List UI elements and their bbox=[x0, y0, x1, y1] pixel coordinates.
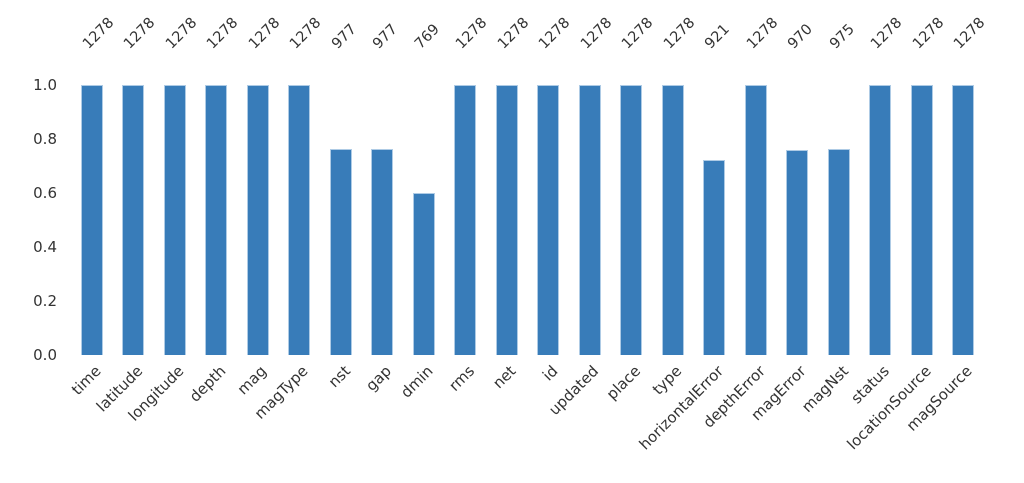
x-tick-label-nst: nst bbox=[324, 362, 354, 392]
bar-slot-magNst bbox=[818, 85, 860, 355]
bar-slot-magError bbox=[777, 85, 819, 355]
bar-type bbox=[661, 85, 684, 355]
count-label-place: 1278 bbox=[619, 14, 657, 53]
bar-slot-status bbox=[860, 85, 902, 355]
y-tick-label-0.0: 0.0 bbox=[33, 346, 57, 364]
bar-slot-updated bbox=[569, 85, 611, 355]
count-label-dmin: 769 bbox=[411, 21, 443, 53]
bar-rms bbox=[454, 85, 477, 355]
count-label-status: 1278 bbox=[868, 14, 906, 53]
x-tick-label-gap: gap bbox=[362, 362, 395, 395]
count-label-rms: 1278 bbox=[453, 14, 491, 53]
x-axis-labels: time latitude longitude depth mag magType nst g… bbox=[67, 362, 984, 483]
bar-gap bbox=[371, 148, 394, 355]
count-label-gap: 977 bbox=[370, 21, 402, 53]
bar-magError bbox=[786, 150, 809, 355]
count-label-type: 1278 bbox=[660, 14, 699, 53]
bar-slot-mag bbox=[237, 85, 279, 355]
x-tick-label-dmin: dmin bbox=[397, 362, 437, 402]
y-tick-label-0.6: 0.6 bbox=[33, 184, 57, 202]
count-label-magSource: 1278 bbox=[951, 14, 989, 53]
bar-slot-nst bbox=[320, 85, 362, 355]
bar-nst bbox=[329, 148, 352, 355]
x-tick-label-net: net bbox=[489, 362, 520, 393]
bar-slot-type bbox=[652, 85, 694, 355]
bar-slot-longitude bbox=[154, 85, 196, 355]
count-label-updated: 1278 bbox=[577, 14, 616, 53]
plot-area bbox=[71, 85, 984, 355]
bar-id bbox=[537, 85, 560, 355]
bar-net bbox=[495, 85, 518, 355]
count-label-time: 1278 bbox=[79, 14, 118, 53]
bar-magType bbox=[288, 85, 311, 355]
count-label-mag: 1278 bbox=[245, 14, 284, 53]
bar-depth bbox=[205, 85, 228, 355]
x-tick-label-place: place bbox=[602, 362, 644, 404]
bar-slot-depthError bbox=[735, 85, 777, 355]
y-tick-label-1.0: 1.0 bbox=[33, 76, 57, 94]
x-tick-label-rms: rms bbox=[445, 362, 478, 395]
count-label-id: 1278 bbox=[536, 14, 574, 53]
bar-magNst bbox=[827, 149, 850, 355]
count-label-horizontalError: 921 bbox=[702, 21, 734, 53]
count-label-depth: 1278 bbox=[204, 14, 242, 53]
bar-status bbox=[869, 85, 892, 355]
bar-slot-rms bbox=[445, 85, 487, 355]
y-tick-label-0.8: 0.8 bbox=[33, 130, 57, 148]
bar-longitude bbox=[163, 85, 186, 355]
bar-latitude bbox=[122, 85, 145, 355]
bar-mag bbox=[246, 85, 269, 355]
bar-magSource bbox=[952, 85, 975, 355]
count-label-depthError: 1278 bbox=[743, 14, 782, 53]
x-tick-label-time: time bbox=[67, 362, 105, 399]
bar-slot-net bbox=[486, 85, 528, 355]
bar-slot-magSource bbox=[943, 85, 985, 355]
count-label-longitude: 1278 bbox=[162, 14, 201, 53]
bar-horizontalError bbox=[703, 160, 726, 355]
count-label-net: 1278 bbox=[494, 14, 533, 53]
bar-slot-latitude bbox=[113, 85, 155, 355]
x-tick-label-mag: mag bbox=[234, 362, 271, 399]
bar-slot-id bbox=[528, 85, 570, 355]
count-label-locationSource: 1278 bbox=[909, 14, 948, 53]
bar-slot-depth bbox=[196, 85, 238, 355]
y-tick-label-0.2: 0.2 bbox=[33, 292, 57, 310]
bar-slot-locationSource bbox=[901, 85, 943, 355]
bar-slot-magType bbox=[279, 85, 321, 355]
bar-locationSource bbox=[910, 85, 933, 355]
count-label-nst: 977 bbox=[328, 21, 360, 53]
bar-time bbox=[80, 85, 103, 355]
count-label-magType: 1278 bbox=[287, 14, 325, 53]
y-tick-label-0.4: 0.4 bbox=[33, 238, 57, 256]
x-tick-label-depth: depth bbox=[185, 362, 229, 406]
bar-slot-gap bbox=[362, 85, 404, 355]
bar-slot-horizontalError bbox=[694, 85, 736, 355]
bar-count-labels: 1278 1278 1278 1278 1278 1278 977 977 769 1278 127… bbox=[71, 0, 989, 53]
bar-depthError bbox=[744, 85, 767, 355]
bar-slot-time bbox=[71, 85, 113, 355]
bar-place bbox=[620, 85, 643, 355]
count-label-latitude: 1278 bbox=[121, 14, 159, 53]
bar-slot-place bbox=[611, 85, 653, 355]
bar-dmin bbox=[412, 192, 435, 355]
x-tick-label-type: type bbox=[649, 362, 686, 399]
count-label-magError: 970 bbox=[785, 21, 817, 53]
y-axis: 1.0 0.8 0.6 0.4 0.2 0.0 bbox=[0, 76, 57, 364]
x-tick-label-id: id bbox=[538, 362, 561, 385]
bar-slot-dmin bbox=[403, 85, 445, 355]
bar-updated bbox=[578, 85, 601, 355]
count-label-magNst: 975 bbox=[826, 21, 858, 53]
